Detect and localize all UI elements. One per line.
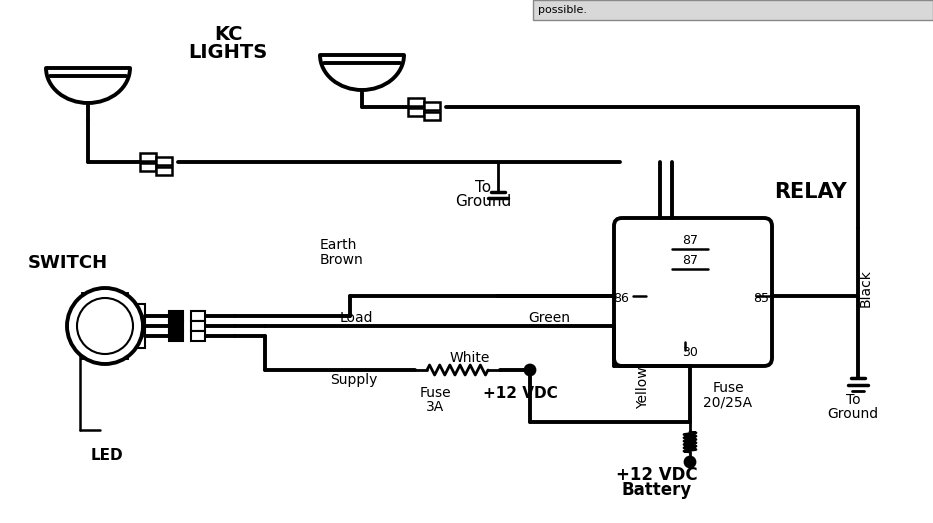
Text: To: To [845,393,860,407]
Bar [140,163,156,171]
Text: +12 VDC: +12 VDC [616,466,698,484]
Bar [191,311,205,321]
Bar [169,331,183,341]
Bar [169,311,183,321]
Bar [408,98,424,106]
Text: LIGHTS: LIGHTS [188,42,268,62]
Bar [127,304,145,348]
Text: Load: Load [340,311,373,325]
Text: Fuse: Fuse [419,386,451,400]
Circle shape [77,298,133,354]
Text: Green: Green [528,311,570,325]
Text: Yellow: Yellow [636,367,650,410]
Text: 87: 87 [682,254,698,267]
Text: White: White [450,351,490,365]
Circle shape [685,457,695,467]
Text: Earth: Earth [320,238,357,252]
Text: Ground: Ground [455,195,511,210]
Bar [424,112,440,120]
Text: 87: 87 [682,233,698,246]
Circle shape [67,288,143,364]
FancyBboxPatch shape [614,218,772,366]
Text: 86: 86 [613,291,629,304]
Bar [408,108,424,116]
Text: possible.: possible. [538,5,587,15]
Text: SWITCH: SWITCH [28,254,108,272]
Bar [83,294,127,358]
Text: Brown: Brown [320,253,364,267]
Bar [424,102,440,110]
Text: To: To [475,180,491,196]
Text: LED: LED [91,448,123,462]
Text: Black: Black [859,269,873,307]
Bar [169,321,183,331]
Text: +12 VDC: +12 VDC [482,385,557,401]
Text: 20/25A: 20/25A [703,395,753,409]
Bar [156,167,172,175]
Text: 3A: 3A [425,400,444,414]
Text: KC: KC [214,26,243,44]
Bar [156,157,172,165]
Text: Supply: Supply [330,373,377,387]
Bar [140,153,156,161]
Text: Battery: Battery [622,481,692,499]
Text: Ground: Ground [828,407,879,421]
Circle shape [88,327,102,341]
Bar [533,0,933,20]
Bar [191,321,205,331]
Text: 85: 85 [753,291,769,304]
Text: RELAY: RELAY [773,182,846,202]
Text: Fuse: Fuse [712,381,744,395]
Bar [191,331,205,341]
Text: 30: 30 [682,347,698,359]
Circle shape [525,365,535,375]
